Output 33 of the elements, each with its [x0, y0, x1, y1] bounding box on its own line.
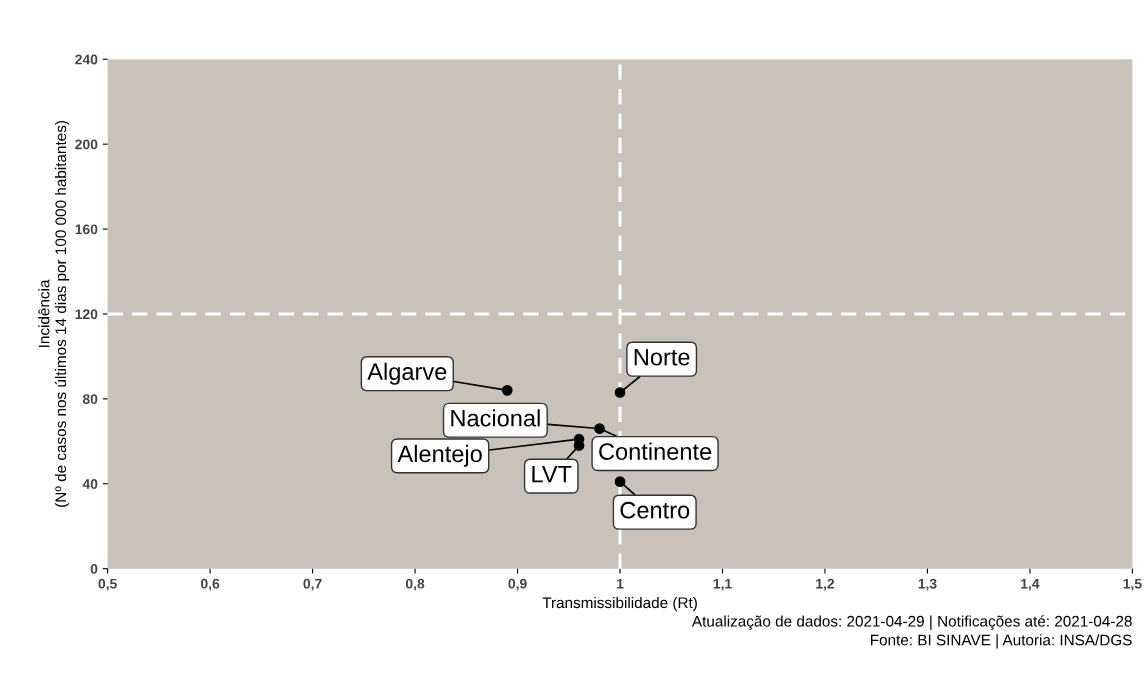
y-tick-label: 200	[75, 139, 98, 150]
x-tick-label: 1	[617, 578, 624, 589]
point	[614, 387, 626, 398]
x-tick-label: 0,8	[405, 578, 425, 591]
y-tick-label: 160	[75, 224, 98, 235]
x-tick-label: 1,5	[1123, 578, 1142, 591]
x-tick-label: 1,2	[816, 578, 835, 591]
x-tick-label: 0,7	[303, 578, 322, 591]
y-tick-label: 240	[75, 54, 98, 65]
y-axis-title: Incidência (Nº de casos nos últimos 14 dias por 100 000 habitantes)	[38, 121, 70, 507]
point	[594, 423, 605, 434]
y-tick-label: 120	[75, 309, 98, 320]
y-tick-label: 80	[82, 394, 98, 405]
x-axis-title: Transmissibilidade (Rt)	[542, 596, 697, 612]
x-tick-label: 0,6	[201, 578, 220, 591]
annotation: Centro	[620, 501, 690, 519]
x-tick-label: 1,3	[918, 578, 937, 591]
annotation: Nacional	[451, 409, 540, 427]
x-tick-label: 0,9	[508, 578, 527, 591]
x-tick-label: 1,4	[1021, 578, 1040, 591]
point	[501, 385, 513, 396]
y-tick-label: 40	[82, 479, 98, 489]
x-tick-label: 0,5	[98, 578, 117, 591]
annotation: Continente	[599, 442, 712, 460]
annotation: Norte	[634, 349, 690, 366]
x-tick-label: 1,1	[713, 578, 732, 591]
annotation: LVT	[532, 465, 572, 483]
annotation: Algarve	[367, 362, 447, 385]
source-note: Fonte: BI SINAVE | Autoria: INSA/DGS	[870, 634, 1132, 649]
y-tick-label: 0	[90, 564, 98, 574]
point	[614, 476, 626, 488]
text: Atualização de dados: 2021-04-29 | Notificações até: 2021-04-28	[691, 615, 1132, 630]
annotation: Alentejo	[397, 444, 482, 467]
